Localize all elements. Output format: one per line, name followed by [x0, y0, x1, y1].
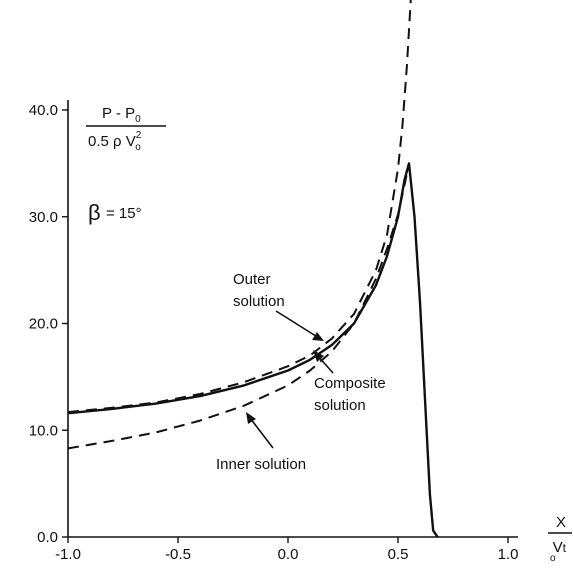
annotation-inner-line-1: Inner solution: [216, 456, 306, 473]
arrow-head-inner: [246, 412, 256, 424]
y-tick-label-3: 30.0: [29, 209, 58, 226]
series-layer: [67, 0, 439, 537]
series-line-outer-solution: [67, 0, 412, 414]
series-line-inner-solution: [67, 163, 410, 450]
annotation-composite-line-2: solution: [314, 397, 366, 414]
annotation-outer-line-2: solution: [233, 293, 285, 310]
x-tick-label-2: 0.0: [278, 546, 299, 563]
x-label-numerator: X: [556, 514, 566, 531]
x-tick-label-4: 1.0: [498, 546, 519, 563]
y-label-denominator: 0.5 ρ V2 o: [88, 130, 142, 153]
x-tick-label-1: -0.5: [165, 546, 191, 563]
x-axis-label: X Vt o: [548, 514, 572, 564]
beta-value: = 15°: [106, 205, 142, 222]
arrow-inner-solution: [249, 417, 274, 449]
y-label-numerator: P - P0: [102, 105, 141, 125]
arrow-head-composite: [313, 350, 324, 362]
x-axis-ticks: -1.0 -0.5 0.0 0.5 1.0: [55, 537, 518, 563]
arrow-head-outer: [312, 332, 324, 341]
y-tick-label-2: 20.0: [29, 316, 58, 333]
beta-parameter-label: β = 15°: [88, 200, 142, 225]
beta-symbol: β: [88, 200, 101, 225]
y-axis-label: P - P0 0.5 ρ V2 o: [86, 105, 166, 153]
x-tick-label-3: 0.5: [388, 546, 409, 563]
y-tick-label-0: 0.0: [37, 529, 58, 546]
y-tick-label-4: 40.0: [29, 102, 58, 119]
annotation-composite-solution: Composite solution: [313, 350, 386, 414]
arrow-outer-solution: [275, 310, 320, 339]
y-tick-label-1: 10.0: [29, 422, 58, 439]
x-tick-label-0: -1.0: [55, 546, 81, 563]
annotation-outer-line-1: Outer: [233, 271, 271, 288]
y-axis-ticks: 0.0 10.0 20.0 30.0 40.0: [29, 102, 68, 546]
annotation-outer-solution: Outer solution: [233, 271, 324, 341]
x-label-denominator: Vt o: [550, 539, 567, 564]
annotation-inner-solution: Inner solution: [216, 412, 306, 473]
series-line-composite-solution: [67, 162, 439, 537]
annotation-composite-line-1: Composite: [314, 375, 386, 392]
